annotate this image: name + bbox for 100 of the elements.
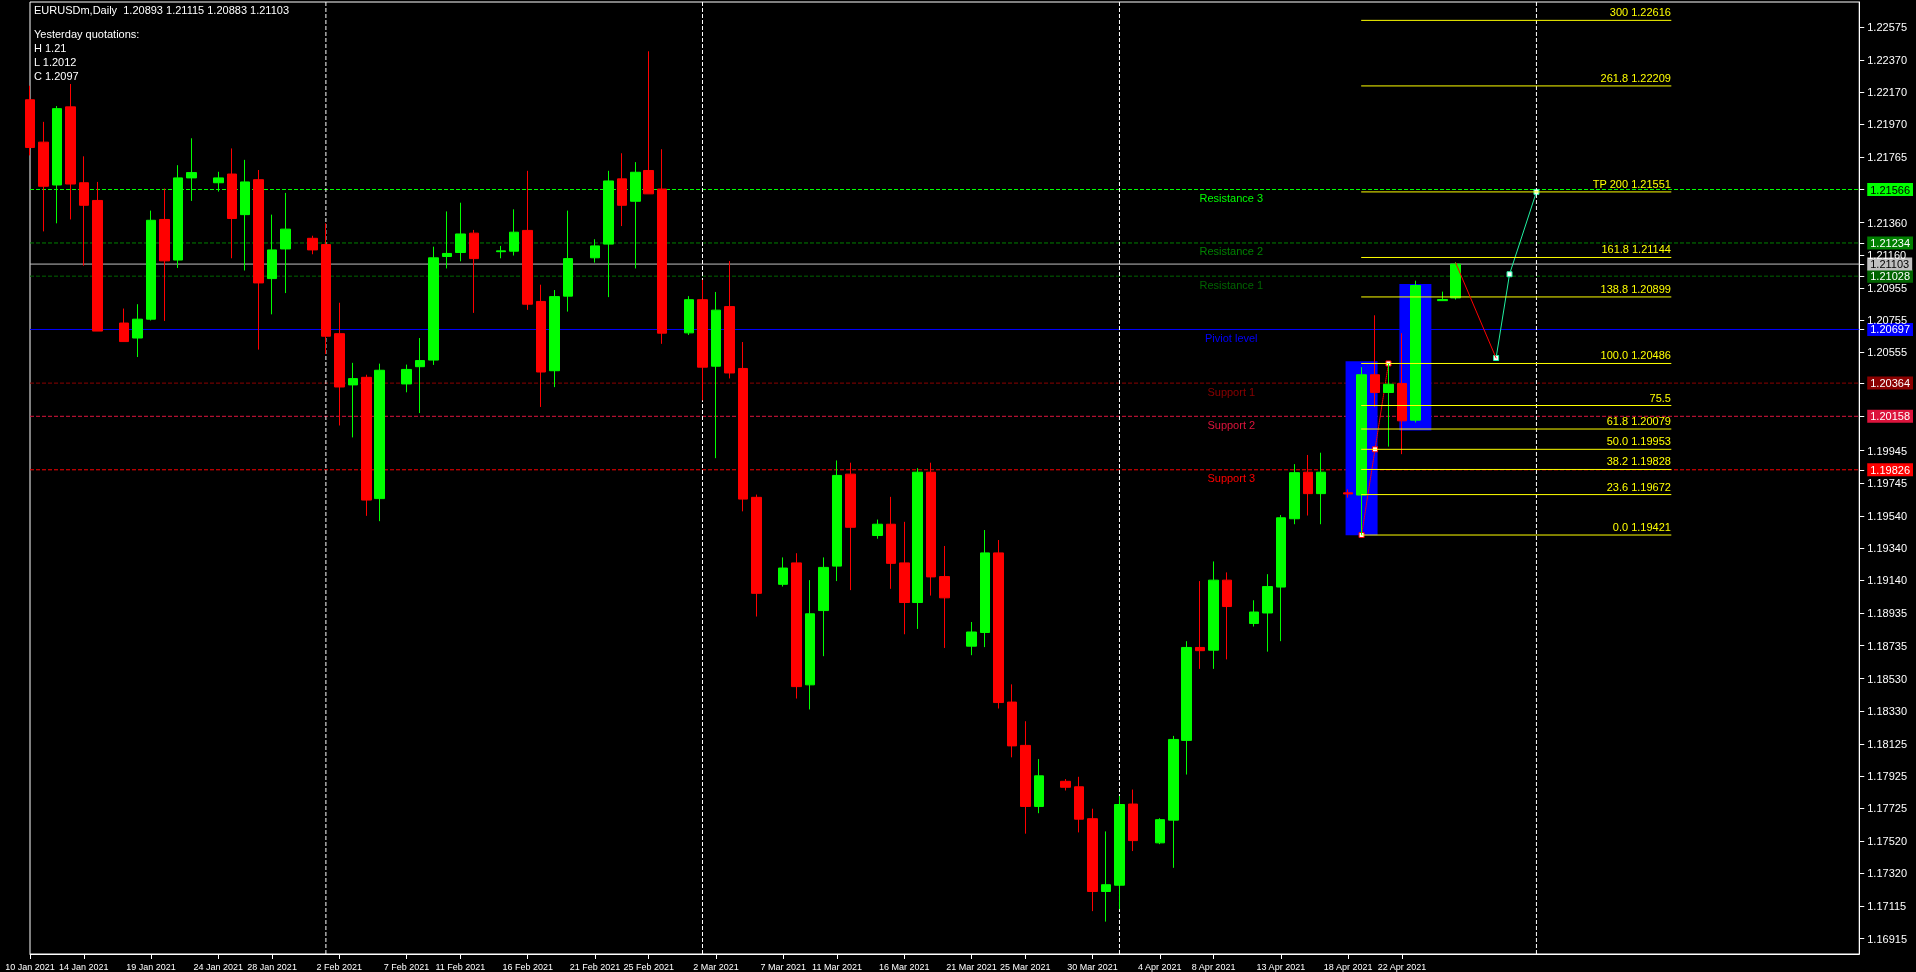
candlestick — [993, 539, 1004, 710]
x-tick-label: 13 Apr 2021 — [1256, 961, 1306, 972]
candlestick — [401, 364, 412, 393]
candlestick — [778, 556, 788, 588]
candlestick — [791, 552, 802, 700]
candlestick — [899, 521, 910, 635]
candlestick — [321, 222, 331, 355]
x-tick-label: 28 Jan 2021 — [247, 961, 297, 972]
chart-title: EURUSDm,Daily 1.20893 1.21115 1.20883 1.21103 — [34, 3, 289, 16]
x-tick-label: 2 Mar 2021 — [693, 961, 739, 972]
series-label: 50.0 1.19953 — [1606, 435, 1671, 448]
candlestick — [886, 496, 896, 590]
x-tick-label: 14 Jan 2021 — [59, 961, 109, 972]
candlestick — [1087, 808, 1098, 912]
candlestick — [711, 291, 721, 459]
point — [1506, 271, 1513, 278]
candlestick — [1289, 463, 1300, 525]
candlestick — [146, 210, 156, 321]
x-tick-label: 21 Feb 2021 — [569, 961, 621, 972]
x-tick-label: 18 Apr 2021 — [1323, 961, 1373, 972]
x-tick-label: 30 Mar 2021 — [1067, 961, 1118, 972]
y-tick-label: 1.21765 — [1867, 151, 1907, 164]
candlestick — [374, 363, 385, 522]
candlestick — [307, 235, 318, 255]
candlestick — [240, 159, 250, 272]
x-tick-label: 24 Jan 2021 — [193, 961, 244, 972]
y-tick-label: 1.21028 — [1870, 270, 1910, 283]
candlestick — [1060, 778, 1071, 791]
candlestick — [1181, 640, 1192, 776]
y-tick-label: 1.21566 — [1870, 183, 1910, 196]
candlestick — [684, 295, 694, 336]
ref-line-label: Resistance 3 — [1199, 192, 1264, 204]
y-tick-label: 1.22370 — [1867, 53, 1907, 66]
candlestick — [1370, 314, 1380, 408]
candlestick — [442, 210, 452, 269]
candlestick — [159, 188, 170, 322]
y-tick-label: 1.21160 — [1867, 248, 1907, 261]
candlestick — [1007, 683, 1017, 758]
x-tick-label: 8 Apr 2021 — [1191, 961, 1236, 972]
candlestick — [872, 519, 883, 540]
y-tick-label: 1.20955 — [1867, 281, 1907, 294]
x-tick-label: 7 Mar 2021 — [760, 961, 806, 972]
candlestick — [1249, 599, 1259, 628]
candlestick — [1195, 580, 1205, 670]
y-tick-label: 1.21234 — [1870, 236, 1910, 249]
candlestick — [1410, 280, 1421, 423]
x-tick-label: 25 Feb 2021 — [623, 961, 674, 972]
candlestick — [469, 229, 479, 314]
x-tick-label: 16 Mar 2021 — [878, 961, 930, 972]
ref-line-label: Support 2 — [1207, 418, 1256, 431]
y-tick-label: 1.20158 — [1870, 410, 1910, 423]
candlestick — [334, 302, 345, 426]
y-tick-label: 1.21970 — [1867, 118, 1907, 131]
y-tick-label: 1.17725 — [1867, 802, 1907, 815]
candlestick — [1208, 560, 1219, 670]
candlestick — [348, 362, 358, 438]
y-tick-label: 1.20555 — [1867, 346, 1907, 359]
candlestick — [563, 210, 573, 313]
x-tick-label: 25 Mar 2021 — [1000, 961, 1051, 972]
annotation: Yesterday quotations: — [34, 27, 140, 40]
candlestick — [119, 308, 129, 343]
candlestick — [751, 494, 762, 618]
x-tick-label: 19 Jan 2021 — [126, 961, 176, 972]
y-tick-label: 1.16915 — [1867, 932, 1907, 945]
y-tick-label: 1.19140 — [1867, 574, 1907, 587]
y-tick-label: 1.18735 — [1867, 639, 1907, 652]
series-label: 75.5 — [1649, 391, 1671, 404]
candlestick — [253, 169, 264, 351]
candlestick — [65, 83, 76, 220]
candlestick — [805, 579, 815, 710]
candlestick — [1114, 795, 1125, 910]
x-tick-label: 7 Feb 2021 — [383, 961, 430, 972]
y-tick-label: 1.22170 — [1867, 86, 1907, 99]
y-tick-label: 1.18530 — [1867, 672, 1907, 685]
series-label: 100.0 1.20486 — [1600, 349, 1671, 362]
candlestick — [1397, 332, 1407, 455]
y-tick-label: 1.19340 — [1867, 542, 1907, 555]
candlestick — [617, 152, 627, 227]
candlestick — [549, 289, 560, 388]
x-tick-label: 4 Apr 2021 — [1138, 961, 1182, 972]
candlestick — [1343, 488, 1353, 499]
candlestick — [1034, 758, 1044, 814]
y-tick-label: 1.18125 — [1867, 737, 1907, 750]
candlestick — [912, 467, 923, 630]
candlestick — [1020, 720, 1031, 835]
candlestick — [132, 303, 143, 358]
y-tick-label: 1.17520 — [1867, 835, 1907, 848]
candlestick — [455, 202, 466, 262]
y-tick-label: 1.21360 — [1867, 216, 1907, 229]
candlestick — [1155, 817, 1165, 845]
y-tick-label: 1.17925 — [1867, 770, 1907, 782]
x-tick-label: 11 Mar 2021 — [812, 961, 862, 972]
candlestick — [38, 121, 49, 232]
candlestick — [980, 529, 990, 648]
candlestick — [496, 245, 506, 259]
y-tick-label: 1.21103 — [1870, 258, 1910, 271]
candlestick — [428, 246, 439, 366]
candlestick — [1276, 514, 1286, 642]
candlestick — [966, 621, 977, 656]
candlestick — [697, 279, 708, 401]
